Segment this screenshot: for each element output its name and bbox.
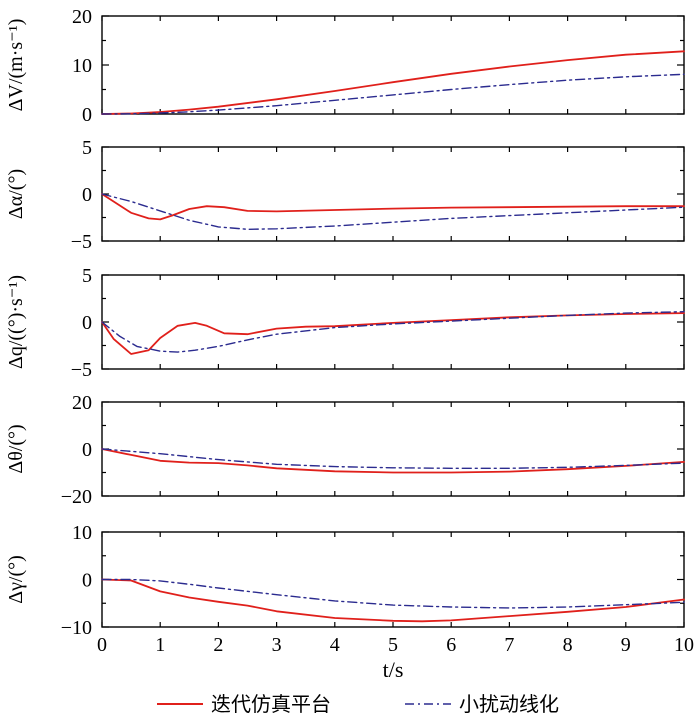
legend-label: 迭代仿真平台: [211, 692, 331, 716]
x-tick-label: 5: [388, 634, 398, 656]
y-axis-label: ΔV/(m·s⁻¹): [5, 19, 27, 112]
x-tick-label: 8: [563, 634, 573, 656]
y-tick-label: −5: [71, 231, 92, 253]
y-axis-label: Δγ/(°): [5, 555, 27, 604]
plot-frame: [101, 15, 685, 115]
panel-2: 5 0 −5 Δα/(°): [5, 137, 685, 253]
y-tick-label: −5: [71, 359, 92, 381]
y-tick-label: 0: [82, 184, 92, 206]
y-axis-label: Δθ/(°): [5, 424, 27, 473]
y-tick-label: 0: [82, 439, 92, 461]
panel-4: 20 0 −20 Δθ/(°): [5, 392, 685, 508]
plot-frame: [101, 531, 685, 628]
panel-3: 5 0 −5 Δq/((°)·s⁻¹): [5, 265, 685, 381]
y-tick-label: 5: [82, 265, 92, 287]
y-tick-label: 20: [72, 6, 92, 28]
series-line-iterative-sim: [101, 193, 685, 221]
series-line-small-perturbation: [101, 578, 685, 609]
series-line-iterative-sim: [101, 50, 685, 115]
series-line-small-perturbation: [101, 193, 685, 230]
y-axis-label: Δα/(°): [5, 169, 27, 219]
x-tick-label: 0: [97, 634, 107, 656]
x-axis-label: t/s: [383, 657, 404, 682]
series-line-small-perturbation: [101, 73, 685, 115]
legend-label: 小扰动线化: [459, 692, 559, 716]
plot-frame: [101, 146, 685, 242]
x-tick-label: 2: [213, 634, 223, 656]
y-axis-label: Δq/((°)·s⁻¹): [5, 275, 27, 369]
x-tick-label: 10: [674, 634, 694, 656]
y-tick-label: 5: [82, 137, 92, 159]
x-tick-label: 4: [330, 634, 340, 656]
series-line-iterative-sim: [101, 312, 685, 355]
series-line-iterative-sim: [101, 448, 685, 474]
x-tick-label: 9: [621, 634, 631, 656]
y-tick-label: 20: [72, 392, 92, 414]
y-tick-label: 10: [72, 55, 92, 77]
x-tick-label: 7: [504, 634, 514, 656]
x-tick-label: 1: [155, 634, 165, 656]
y-tick-label: 0: [82, 312, 92, 334]
y-tick-label: −20: [61, 486, 92, 508]
x-tick-label: 6: [446, 634, 456, 656]
series-line-iterative-sim: [101, 578, 685, 623]
legend: 迭代仿真平台 小扰动线化: [157, 692, 559, 716]
y-tick-label: 10: [72, 522, 92, 544]
y-tick-label: −10: [61, 617, 92, 639]
series-line-small-perturbation: [101, 311, 685, 353]
plot-frame: [101, 401, 685, 497]
y-tick-label: 0: [82, 104, 92, 126]
x-tick-label: 3: [272, 634, 282, 656]
panel-1: 20 10 0 ΔV/(m·s⁻¹): [5, 6, 685, 126]
series-line-small-perturbation: [101, 448, 685, 469]
y-tick-label: 0: [82, 570, 92, 592]
